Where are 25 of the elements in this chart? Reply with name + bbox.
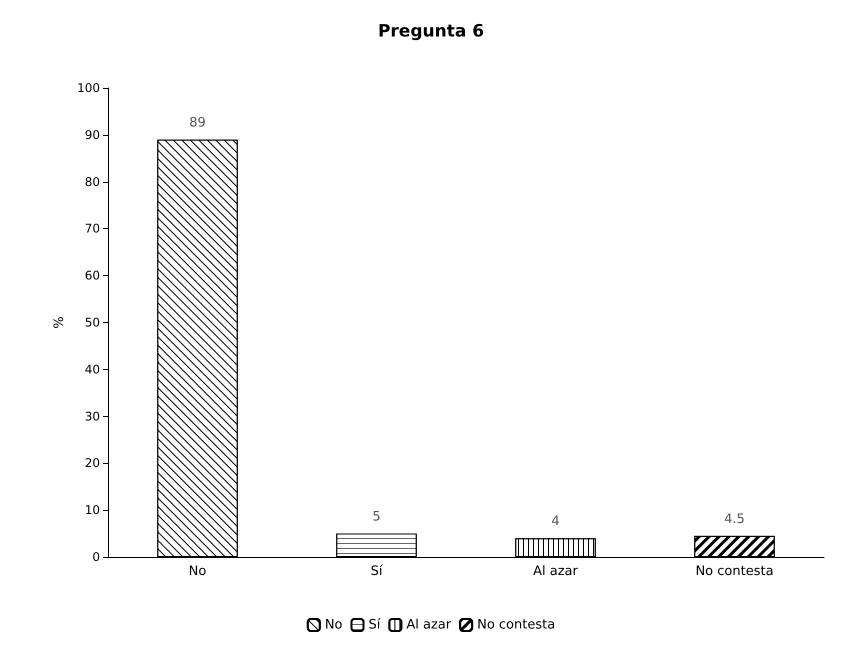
data-label: 89 xyxy=(189,116,206,131)
data-label: 4 xyxy=(551,514,560,530)
y-tick-label: 40 xyxy=(84,362,100,376)
chart-title: Pregunta 6 xyxy=(378,22,484,42)
y-tick-label: 10 xyxy=(84,503,100,518)
y-tick-label: 50 xyxy=(84,316,100,330)
y-tick-label: 100 xyxy=(77,81,100,95)
legend-label: No contesta xyxy=(477,618,556,632)
y-tick-label: 60 xyxy=(84,268,100,283)
x-tick-label: No xyxy=(188,564,206,579)
legend-label: No xyxy=(324,618,343,632)
data-label: 4.5 xyxy=(724,512,745,527)
y-tick-label: 20 xyxy=(84,456,100,470)
x-tick-label: Al azar xyxy=(533,564,579,579)
x-tick-label: Sí xyxy=(370,564,383,579)
y-tick-label: 0 xyxy=(92,550,100,564)
y-axis-title: % xyxy=(52,316,68,329)
y-tick-label: 90 xyxy=(84,128,100,142)
y-tick-label: 80 xyxy=(84,174,100,189)
y-tick-label: 30 xyxy=(84,409,100,424)
y-tick-label: 70 xyxy=(84,222,100,236)
data-label: 5 xyxy=(372,510,381,525)
x-tick-label: No contesta xyxy=(695,564,774,579)
legend-label: Al azar xyxy=(406,618,452,632)
legend-label: Sí xyxy=(368,618,381,632)
